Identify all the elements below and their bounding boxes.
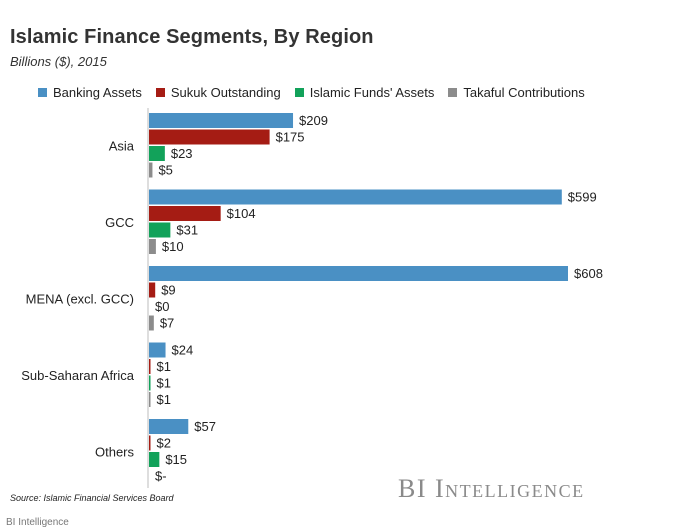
data-label-mena-excl-gcc-takaful-contributions: $7: [160, 316, 174, 331]
brand-watermark: BI Intelligence: [398, 474, 585, 503]
bar-layer: Asia $209 $175 $23 $5 GCC $599 $104 $31$10 MENA (…: [21, 113, 603, 484]
source-note: Source: Islamic Financial Services Board: [10, 493, 174, 503]
chart-subtitle: Billions ($), 2015: [10, 54, 107, 69]
data-label-asia-takaful-contributions: $5: [158, 163, 172, 178]
data-label-asia-banking-assets: $209: [299, 113, 328, 128]
legend-item-funds: Islamic Funds' Assets: [294, 85, 435, 100]
data-label-sub-saharan-africa-islamic-funds-assets: $1: [157, 376, 171, 391]
data-label-mena-excl-gcc-islamic-funds-assets: $0: [155, 299, 169, 314]
bar-asia-takaful-contributions: [149, 162, 153, 178]
legend-label-sukuk: Sukuk Outstanding: [170, 85, 281, 100]
data-label-sub-saharan-africa-sukuk-outstanding: $1: [157, 359, 171, 374]
data-label-sub-saharan-africa-banking-assets: $24: [172, 343, 194, 358]
data-label-asia-islamic-funds-assets: $23: [171, 146, 193, 161]
data-label-mena-excl-gcc-sukuk-outstanding: $9: [161, 283, 175, 298]
legend-swatch-sukuk: [155, 88, 165, 97]
bar-others-sukuk-outstanding: [149, 435, 151, 451]
bar-sub-saharan-africa-banking-assets: [149, 342, 166, 358]
category-label-sub-saharan-africa: Sub-Saharan Africa: [21, 368, 135, 383]
bar-asia-islamic-funds-assets: [149, 146, 165, 161]
bar-asia-banking-assets: [149, 113, 294, 128]
legend-label-banking: Banking Assets: [53, 85, 142, 100]
bar-mena-excl-gcc-sukuk-outstanding: [149, 282, 156, 298]
category-label-asia: Asia: [109, 138, 135, 153]
category-label-others: Others: [95, 444, 135, 459]
category-label-mena-excl-gcc: MENA (excl. GCC): [26, 291, 134, 306]
category-label-gcc: GCC: [105, 215, 134, 230]
bar-mena-excl-gcc-takaful-contributions: [149, 315, 154, 331]
legend-label-takaful: Takaful Contributions: [463, 85, 585, 100]
legend-swatch-banking: [38, 88, 47, 97]
bar-gcc-banking-assets: [149, 189, 562, 205]
legend-item-takaful: Takaful Contributions: [448, 85, 585, 100]
data-label-others-banking-assets: $57: [194, 419, 216, 434]
legend-label-funds: Islamic Funds' Assets: [309, 85, 435, 100]
bar-gcc-takaful-contributions: [149, 239, 156, 254]
bar-asia-sukuk-outstanding: [149, 129, 270, 145]
data-label-asia-sukuk-outstanding: $175: [276, 130, 305, 145]
legend-item-sukuk: Sukuk Outstanding: [155, 85, 281, 100]
bar-gcc-islamic-funds-assets: [149, 222, 171, 238]
legend-swatch-funds: [294, 88, 304, 97]
data-label-gcc-banking-assets: $599: [568, 190, 597, 205]
legend-item-banking: Banking Assets: [38, 85, 142, 100]
data-label-others-takaful-contributions: $-: [155, 469, 167, 484]
data-label-sub-saharan-africa-takaful-contributions: $1: [157, 392, 171, 407]
bar-sub-saharan-africa-sukuk-outstanding: [149, 359, 151, 374]
bar-others-banking-assets: [149, 419, 189, 434]
bar-gcc-sukuk-outstanding: [149, 206, 221, 221]
data-label-gcc-sukuk-outstanding: $104: [227, 206, 256, 221]
data-label-gcc-takaful-contributions: $10: [162, 239, 184, 254]
legend: Banking Assets Sukuk Outstanding Islamic…: [38, 85, 585, 100]
bar-others-islamic-funds-assets: [149, 452, 160, 467]
data-label-gcc-islamic-funds-assets: $31: [176, 223, 198, 238]
bar-sub-saharan-africa-islamic-funds-assets: [149, 375, 151, 391]
data-label-mena-excl-gcc-banking-assets: $608: [574, 266, 603, 281]
data-label-others-sukuk-outstanding: $2: [157, 436, 171, 451]
bar-mena-excl-gcc-banking-assets: [149, 266, 568, 281]
bar-sub-saharan-africa-takaful-contributions: [149, 392, 151, 407]
chart-title: Islamic Finance Segments, By Region: [10, 26, 374, 48]
data-label-others-islamic-funds-assets: $15: [165, 452, 187, 467]
image-credit: BI Intelligence: [6, 517, 69, 528]
legend-swatch-takaful: [448, 88, 458, 97]
